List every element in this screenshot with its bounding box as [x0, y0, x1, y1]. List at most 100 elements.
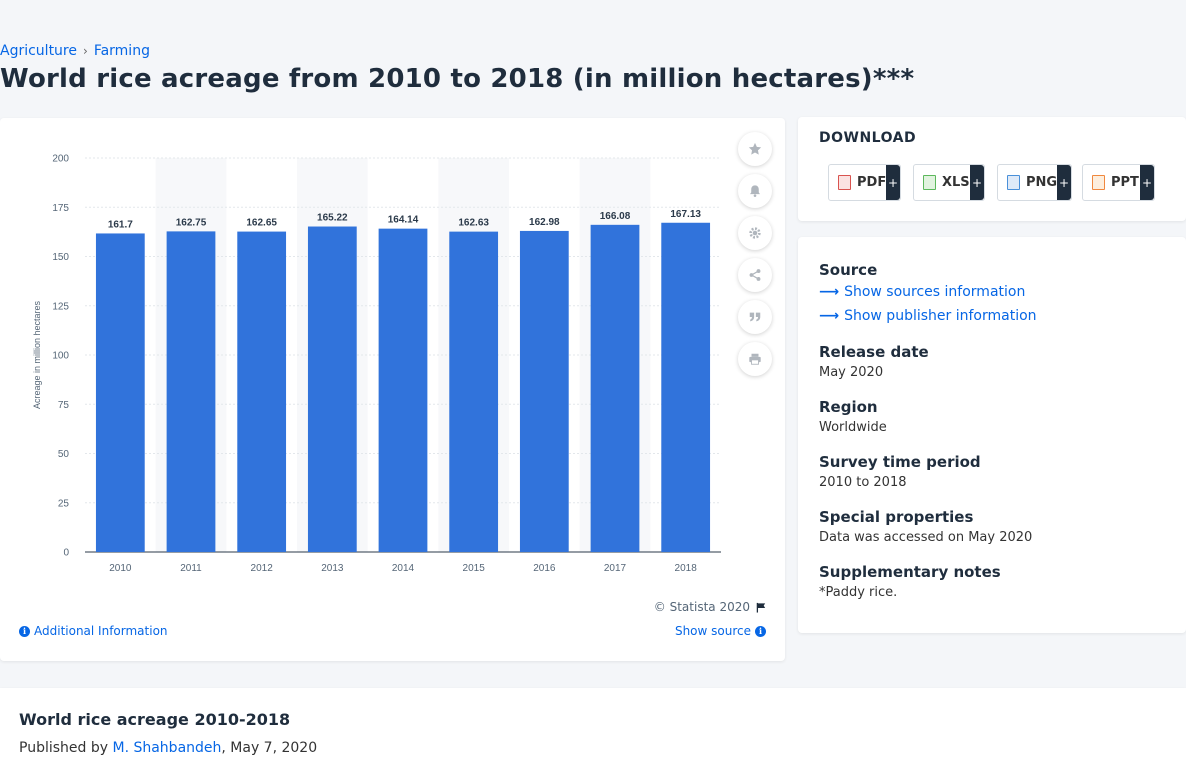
gear-icon[interactable]: [738, 216, 772, 250]
bar-2014: [378, 228, 428, 552]
bar-2010: [95, 233, 145, 552]
statistic-info-card: Source ⟶ Show sources information ⟶ Show…: [798, 237, 1186, 633]
print-icon[interactable]: [738, 342, 772, 376]
bell-icon[interactable]: [738, 174, 772, 208]
show-publisher-label: Show publisher information: [844, 308, 1037, 324]
show-sources-label: Show sources information: [844, 284, 1026, 300]
download-png-label: PNG: [1026, 175, 1058, 190]
region-value: Worldwide: [819, 420, 887, 435]
show-source-link[interactable]: Show source i: [675, 624, 766, 638]
download-title: DOWNLOAD: [819, 130, 917, 146]
show-source-label: Show source: [674, 624, 751, 638]
y-tick-label: 100: [52, 351, 69, 362]
ppt-file-icon: [1092, 175, 1105, 190]
x-tick-label: 2010: [109, 563, 132, 574]
data-label: 162.98: [529, 217, 560, 228]
download-png-button[interactable]: PNG +: [997, 164, 1072, 201]
pdf-file-icon: [838, 175, 851, 190]
y-tick-label: 175: [52, 203, 69, 214]
bar-2011: [166, 231, 216, 552]
y-axis-label: Acreage in million hectares: [32, 300, 42, 409]
breadcrumb-farming[interactable]: Farming: [93, 43, 150, 59]
data-label: 165.22: [317, 213, 348, 224]
x-tick-label: 2017: [604, 563, 627, 574]
arrow-right-icon: ⟶: [819, 308, 840, 324]
download-xls-label: XLS: [942, 175, 970, 190]
special-properties-heading: Special properties: [819, 508, 974, 526]
breadcrumb-separator: ›: [83, 44, 88, 58]
y-tick-label: 25: [58, 498, 70, 509]
published-prefix: Published by: [19, 740, 113, 756]
data-label: 161.7: [108, 219, 133, 230]
release-date-heading: Release date: [819, 343, 929, 361]
x-tick-label: 2014: [392, 563, 415, 574]
download-xls-button[interactable]: XLS +: [913, 164, 985, 201]
star-icon[interactable]: [738, 132, 772, 166]
png-file-icon: [1007, 175, 1020, 190]
data-label: 162.63: [458, 218, 489, 229]
x-tick-label: 2018: [675, 563, 698, 574]
info-icon: i: [755, 625, 766, 637]
y-tick-label: 0: [63, 548, 69, 559]
x-tick-label: 2011: [180, 563, 202, 574]
x-tick-label: 2016: [533, 563, 556, 574]
supplementary-notes-heading: Supplementary notes: [819, 563, 1001, 581]
copyright: © Statista 2020: [654, 600, 767, 614]
download-ppt-button[interactable]: PPT +: [1082, 164, 1155, 201]
data-label: 162.65: [246, 218, 277, 229]
author-link[interactable]: M. Shahbandeh: [112, 740, 222, 756]
share-icon[interactable]: [738, 258, 772, 292]
plus-icon: +: [1057, 165, 1071, 200]
description-title: World rice acreage 2010-2018: [19, 710, 291, 729]
copyright-text: © Statista 2020: [653, 600, 750, 614]
bar-2017: [590, 224, 640, 553]
description-card: World rice acreage 2010-2018 Published b…: [0, 688, 1186, 760]
additional-information-link[interactable]: i Additional Information: [19, 624, 168, 638]
show-sources-link[interactable]: ⟶ Show sources information: [819, 284, 1025, 300]
page-title: World rice acreage from 2010 to 2018 (in…: [0, 64, 915, 94]
breadcrumb: Agriculture › Farming: [0, 43, 150, 59]
survey-period-value: 2010 to 2018: [819, 475, 907, 490]
y-tick-label: 125: [52, 301, 69, 312]
data-label: 162.75: [176, 217, 207, 228]
y-tick-label: 200: [52, 154, 69, 165]
info-icon: i: [19, 625, 30, 637]
survey-period-heading: Survey time period: [819, 453, 981, 471]
data-label: 166.08: [600, 211, 631, 222]
chart-card: 0 25 50 75 100 125 150 175 200 Acreage in million…: [0, 118, 785, 661]
quote-icon[interactable]: [738, 300, 772, 334]
published-date: , May 7, 2020: [221, 740, 318, 756]
supplementary-notes-value: *Paddy rice.: [819, 585, 898, 600]
download-pdf-button[interactable]: PDF +: [828, 164, 901, 201]
special-properties-value: Data was accessed on May 2020: [819, 530, 1033, 545]
download-ppt-label: PPT: [1111, 175, 1139, 190]
region-heading: Region: [819, 398, 878, 416]
plus-icon: +: [970, 165, 984, 200]
download-pdf-label: PDF: [857, 175, 887, 190]
source-heading: Source: [819, 261, 878, 279]
data-label: 164.14: [388, 215, 419, 226]
x-tick-label: 2012: [251, 563, 274, 574]
bar-2018: [661, 222, 711, 552]
plus-icon: +: [886, 165, 900, 200]
x-tick-label: 2015: [463, 563, 486, 574]
bar-2016: [519, 230, 569, 553]
additional-information-label: Additional Information: [34, 624, 168, 638]
show-publisher-link[interactable]: ⟶ Show publisher information: [819, 308, 1037, 324]
release-date-value: May 2020: [819, 365, 884, 380]
plus-icon: +: [1140, 165, 1154, 200]
chart-tools: [738, 132, 772, 384]
x-tick-label: 2013: [321, 563, 344, 574]
breadcrumb-agriculture[interactable]: Agriculture: [0, 43, 77, 59]
arrow-right-icon: ⟶: [819, 284, 840, 300]
published-by: Published by M. Shahbandeh, May 7, 2020: [19, 740, 317, 756]
bar-chart: 0 25 50 75 100 125 150 175 200 Acreage in million…: [32, 154, 721, 574]
data-label: 167.13: [670, 209, 701, 220]
y-tick-label: 50: [58, 449, 70, 460]
xls-file-icon: [923, 175, 936, 190]
y-tick-label: 150: [52, 252, 69, 263]
y-tick-label: 75: [58, 400, 70, 411]
flag-icon[interactable]: [756, 602, 767, 613]
bar-2013: [307, 226, 357, 552]
